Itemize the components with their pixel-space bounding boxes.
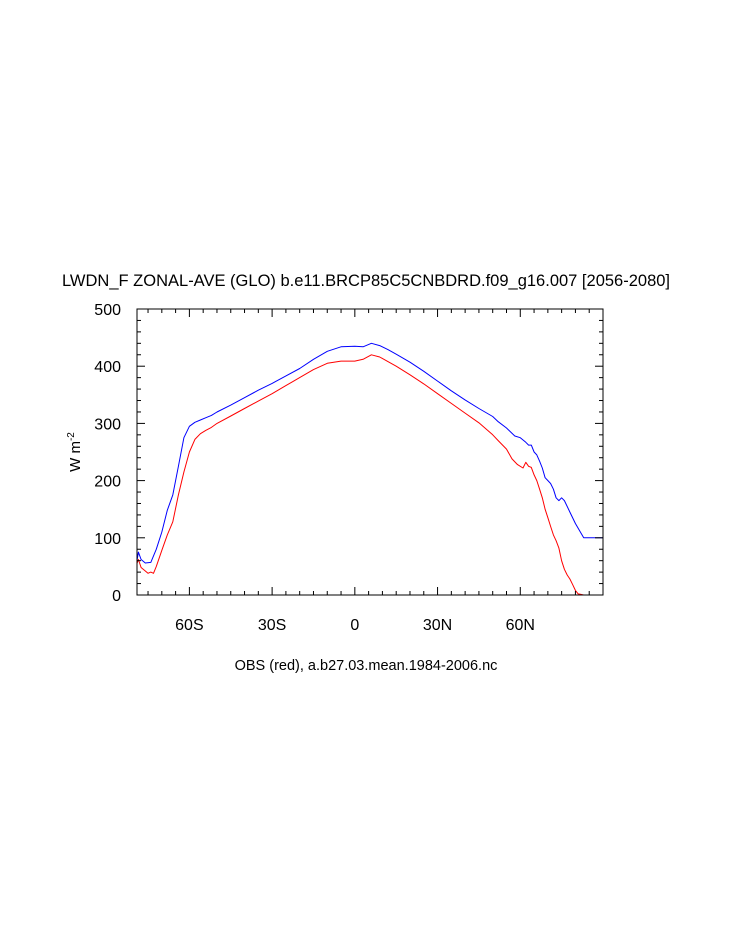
x-tick-label: 30S (258, 617, 286, 634)
tick-layer (137, 308, 604, 596)
x-tick-label: 60S (175, 617, 203, 634)
y-axis-label-base: W m (67, 441, 84, 472)
x-tick-label: 30N (423, 617, 452, 634)
x-tick-label: 0 (350, 617, 359, 634)
chart-caption: OBS (red), a.b27.03.mean.1984-2006.nc (235, 658, 498, 674)
label-layer: 0 100 200 300 400 500 60S 30S 0 30N 60N (94, 302, 535, 634)
y-axis-label-exponent: -2 (66, 432, 77, 441)
series-line-obs (136, 354, 603, 596)
plot-frame (136, 308, 604, 596)
y-axis-label: W m-2 (66, 432, 84, 472)
chart-title: LWDN_F ZONAL-AVE (GLO) b.e11.BRCP85C5CNB… (62, 272, 670, 290)
y-tick-label: 0 (112, 588, 121, 605)
y-tick-label: 500 (94, 302, 121, 319)
y-tick-label: 300 (94, 416, 121, 433)
y-tick-label: 200 (94, 474, 121, 491)
x-tick-label: 60N (506, 617, 535, 634)
series-layer (136, 342, 603, 596)
y-tick-label: 100 (94, 531, 121, 548)
y-tick-label: 400 (94, 359, 121, 376)
series-line-model (136, 342, 603, 564)
